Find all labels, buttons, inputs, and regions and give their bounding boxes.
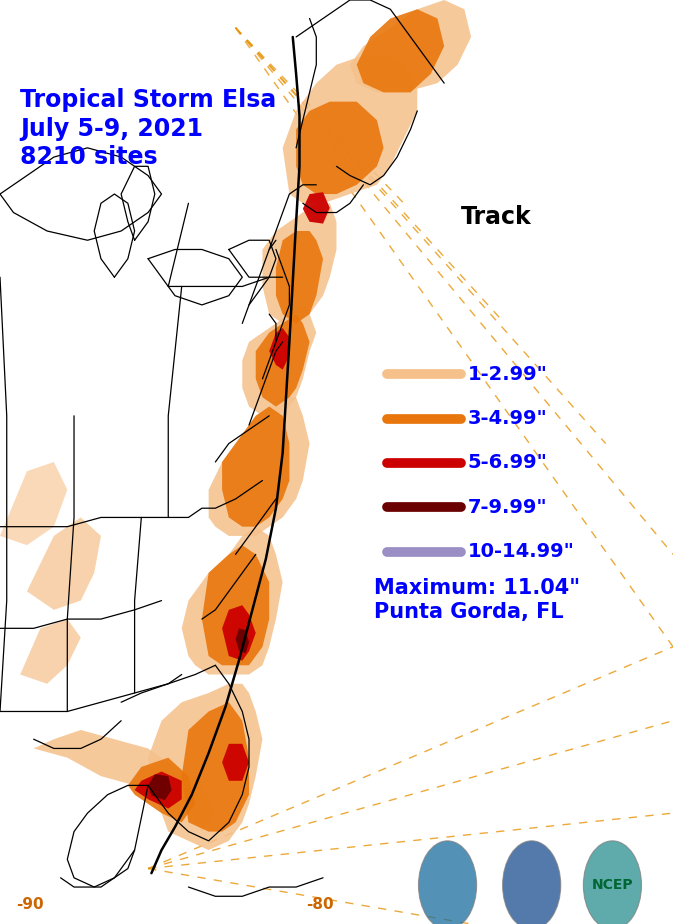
Polygon shape [182, 527, 283, 675]
Text: Maximum: 11.04"
Punta Gorda, FL: Maximum: 11.04" Punta Gorda, FL [374, 578, 579, 622]
Text: 1-2.99": 1-2.99" [468, 365, 548, 383]
Text: Track: Track [461, 205, 532, 229]
Polygon shape [135, 772, 182, 808]
Text: 3-4.99": 3-4.99" [468, 409, 547, 428]
Polygon shape [128, 758, 195, 822]
Polygon shape [350, 0, 471, 92]
Polygon shape [276, 231, 323, 323]
Text: 5-6.99": 5-6.99" [468, 454, 548, 472]
Polygon shape [269, 328, 289, 370]
Text: NCEP: NCEP [592, 878, 633, 893]
Text: -80: -80 [306, 897, 334, 912]
Text: 10-14.99": 10-14.99" [468, 542, 575, 561]
Polygon shape [222, 407, 289, 527]
Text: 7-9.99": 7-9.99" [468, 498, 547, 517]
Polygon shape [303, 192, 330, 224]
Text: -90: -90 [16, 897, 44, 912]
Polygon shape [262, 203, 336, 323]
Polygon shape [202, 545, 269, 665]
Polygon shape [34, 730, 215, 832]
Polygon shape [20, 619, 81, 684]
Polygon shape [242, 305, 316, 416]
Polygon shape [148, 684, 262, 850]
Ellipse shape [503, 841, 561, 924]
Polygon shape [148, 774, 172, 800]
Polygon shape [209, 397, 310, 536]
Polygon shape [182, 702, 249, 832]
Polygon shape [357, 9, 444, 92]
Ellipse shape [583, 841, 641, 924]
Polygon shape [27, 517, 101, 610]
Text: Tropical Storm Elsa
July 5-9, 2021
8210 sites: Tropical Storm Elsa July 5-9, 2021 8210 … [20, 88, 277, 169]
Ellipse shape [419, 841, 476, 924]
Polygon shape [296, 102, 384, 194]
Polygon shape [283, 55, 417, 203]
Polygon shape [222, 605, 256, 661]
Polygon shape [236, 628, 249, 653]
Polygon shape [0, 462, 67, 545]
Polygon shape [256, 314, 310, 407]
Polygon shape [222, 744, 249, 781]
